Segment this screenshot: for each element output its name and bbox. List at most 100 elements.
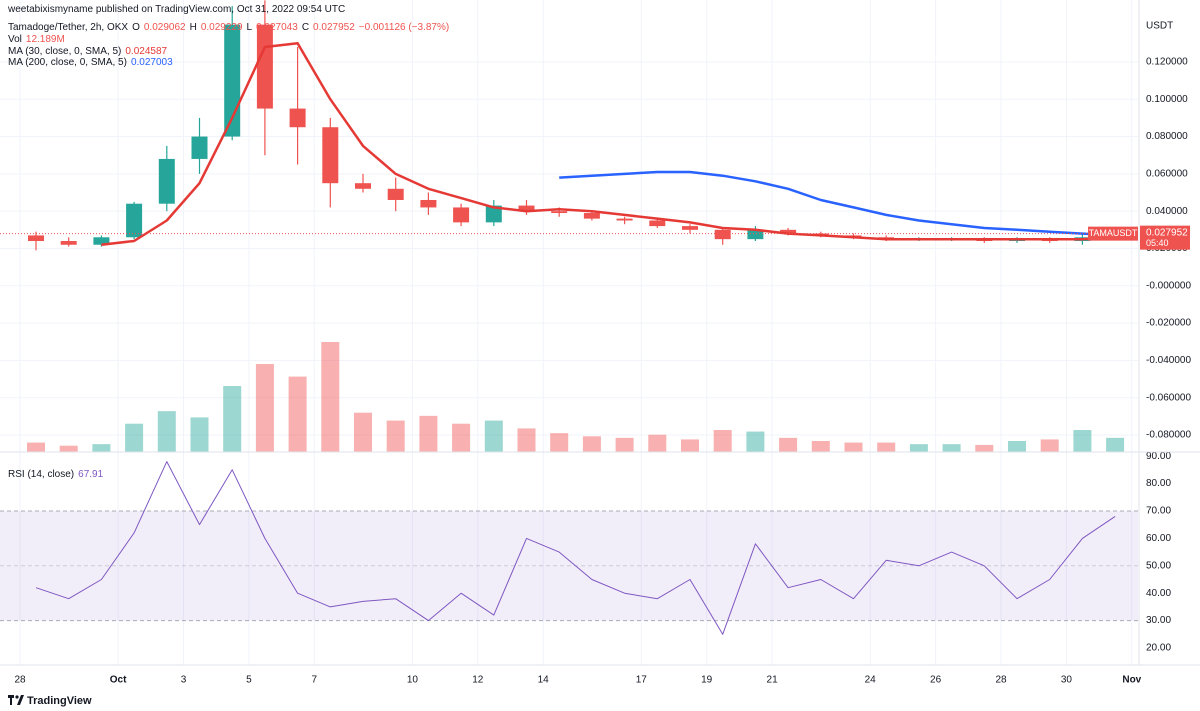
rsi-tick-label: 40.00 (1146, 588, 1171, 599)
candle-body (355, 183, 371, 189)
x-tick-label: 28 (14, 675, 26, 686)
volume-bar (909, 444, 928, 452)
volume-bar (713, 430, 732, 452)
ma-last: 0.024587 (125, 46, 168, 57)
ohlc-key: L (246, 22, 253, 33)
volume-bar (1073, 430, 1092, 452)
volume-bar (190, 417, 209, 452)
symbol-tag-text: TAMAUSDT (1089, 228, 1138, 238)
candle-body (485, 205, 502, 223)
rsi-tick-label: 20.00 (1146, 643, 1171, 654)
volume-bar (1008, 441, 1026, 452)
price-tag (1140, 225, 1190, 250)
candle-body (780, 229, 797, 234)
volume-bar (648, 434, 667, 452)
volume-bar (125, 423, 144, 452)
candle-body (714, 229, 731, 240)
candle-body (616, 218, 633, 221)
candle-body (322, 127, 339, 184)
price-tag-countdown: 05:40 (1146, 238, 1169, 248)
volume-bar (681, 439, 699, 452)
volume-bar (779, 437, 798, 452)
legend-rsi: RSI (14, close) 67.91 (8, 469, 107, 480)
ma-name: MA (200, close, 0, SMA, 5) (8, 57, 127, 68)
x-tick-label: 3 (181, 675, 187, 686)
volume-bar (877, 442, 896, 452)
volume-bar (354, 412, 372, 452)
ma-last: 0.027003 (130, 57, 173, 68)
rsi-background (0, 452, 1138, 665)
ohlc-value: 0.029062 (143, 22, 186, 33)
volume-bar (452, 423, 471, 452)
y-tick-label: -0.020000 (1146, 318, 1191, 329)
volume-bar (157, 411, 176, 452)
candle-body (256, 24, 273, 109)
volume-bar (811, 441, 830, 452)
volume-bar (975, 444, 994, 452)
candle-body (747, 229, 764, 240)
candle-body (420, 199, 437, 208)
candle-body (551, 211, 568, 214)
rsi-tick-label: 80.00 (1146, 478, 1171, 489)
ohlc-key: H (189, 22, 197, 33)
x-tick-label: 19 (701, 675, 713, 686)
volume-last: 12.189M (25, 34, 65, 45)
volume-bar (92, 444, 111, 452)
volume-name: Vol (8, 34, 22, 45)
ohlc-key: O (132, 22, 140, 33)
price-change: −0.001126 (−3.87%) (358, 22, 450, 33)
volume-bar (615, 437, 634, 452)
ohlc-value: 0.027043 (256, 22, 298, 33)
ma-name: MA (30, close, 0, SMA, 5) (8, 46, 122, 57)
y-tick-label: 0.080000 (1146, 131, 1188, 142)
rsi-band (0, 510, 1138, 621)
legend-volume: Vol 12.189M (8, 34, 69, 45)
candle-body (289, 108, 306, 128)
logo (8, 695, 24, 705)
x-tick-label: 17 (636, 675, 648, 686)
candle-body (387, 188, 404, 200)
volume-bar (59, 445, 78, 452)
x-tick-label: 24 (865, 675, 877, 686)
candle-body (453, 207, 470, 223)
y-tick-label: -0.060000 (1146, 392, 1191, 403)
volume-bar (1040, 439, 1059, 452)
ohlc-key: C (301, 22, 310, 33)
candle-body (518, 205, 535, 212)
symbol-title: Tamadoge/Tether, 2h, OKX (8, 22, 129, 33)
x-tick-label: 12 (472, 675, 484, 686)
x-tick-label: 10 (407, 675, 419, 686)
ma-legend: MA (30, close, 0, SMA, 5) 0.024587 (8, 46, 177, 57)
candle-body (158, 158, 175, 204)
x-tick-label: Nov (1122, 675, 1141, 686)
volume-bar (582, 436, 601, 452)
volume-bar (27, 442, 45, 452)
x-tick-label: 5 (246, 675, 252, 686)
rsi-tick-label: 50.00 (1146, 560, 1171, 571)
currency-label: USDT (1146, 21, 1173, 32)
y-tick-label: 0.040000 (1146, 206, 1188, 217)
candle-body (649, 220, 666, 227)
y-tick-label: 0.060000 (1146, 169, 1188, 180)
rsi-tick-label: 70.00 (1146, 506, 1171, 517)
symbol-tag (1088, 226, 1138, 241)
x-tick-label: 26 (930, 675, 942, 686)
volume-bar (386, 420, 405, 452)
rsi-name: RSI (14, close) (8, 469, 75, 480)
ma-line (101, 42, 1116, 246)
y-tick-label: -0.000000 (1146, 280, 1191, 291)
x-tick-label: 21 (767, 675, 779, 686)
candle-body (583, 213, 600, 219)
legend-ma: MA (30, close, 0, SMA, 5) 0.024587 MA (200… (8, 46, 177, 68)
volume-bar (942, 444, 961, 452)
candle-body (28, 235, 44, 242)
volume-bar (288, 376, 307, 452)
candle-body (126, 203, 143, 238)
volume-bar (223, 386, 242, 452)
x-tick-label: 30 (1061, 675, 1073, 686)
volume-bar (419, 415, 438, 452)
ma-line (559, 170, 1116, 237)
rsi-line (35, 461, 1116, 635)
volume-bar (550, 433, 569, 452)
